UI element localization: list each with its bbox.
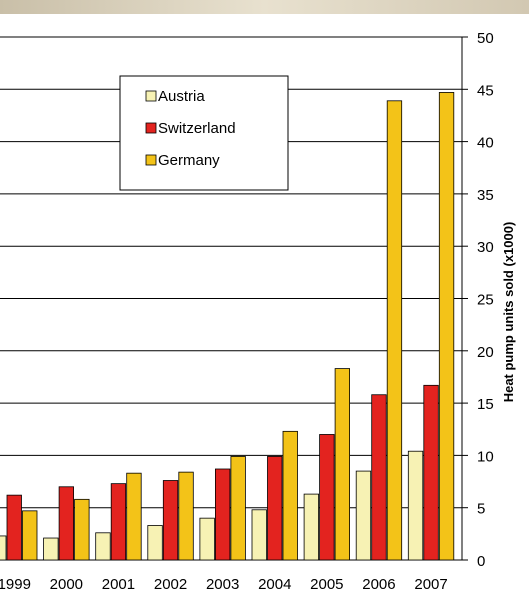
y-tick-label: 5 <box>477 501 485 518</box>
y-tick-label: 10 <box>477 448 494 465</box>
bar-austria-2000 <box>43 537 59 561</box>
x-tick-label: 2004 <box>258 576 291 593</box>
bar-germany-2000 <box>74 498 90 561</box>
bar-austria-2001 <box>95 532 111 561</box>
bar-austria-2006 <box>355 470 372 561</box>
bar-germany-2004 <box>282 430 298 561</box>
legend: Austria Switzerland Germany <box>119 75 289 191</box>
legend-label-germany: Germany <box>158 152 220 169</box>
y-tick-label: 25 <box>477 292 494 309</box>
bars <box>0 92 455 561</box>
x-tick-labels: 1999 2000 2001 2002 2003 2004 2005 2006 2007 <box>0 576 448 593</box>
x-tick-label: 2005 <box>310 576 343 593</box>
y-tick-label: 40 <box>477 135 494 152</box>
y-tick-label: 45 <box>477 82 494 99</box>
x-tick-label: 2006 <box>362 576 395 593</box>
x-tick-label: 2001 <box>102 576 135 593</box>
x-tick-label: 2007 <box>414 576 447 593</box>
bar-germany-2007 <box>438 92 455 561</box>
bar-austria-1999 <box>0 535 7 561</box>
bar-germany-2002 <box>178 471 194 561</box>
bar-germany-2006 <box>386 100 403 561</box>
bar-austria-2005 <box>303 493 320 561</box>
bar-germany-1999 <box>22 510 38 561</box>
bar-austria-2002 <box>147 525 163 561</box>
y-axis-title: Heat pump units sold (x1000) <box>501 222 516 403</box>
bar-germany-2003 <box>230 456 246 561</box>
legend-swatch-austria <box>145 90 157 102</box>
y-tick-labels: 0 5 10 15 20 25 30 35 40 45 50 <box>477 30 494 570</box>
bar-switzerland-2004 <box>267 456 283 561</box>
bar-switzerland-2001 <box>110 483 127 561</box>
bar-switzerland-2002 <box>162 480 179 561</box>
legend-label-austria: Austria <box>158 88 205 105</box>
bar-germany-2001 <box>126 472 142 561</box>
y-tick-label: 30 <box>477 239 494 256</box>
bar-austria-2007 <box>407 450 424 561</box>
y-tick-label: 15 <box>477 396 494 413</box>
y-tick-label: 35 <box>477 187 494 204</box>
bar-germany-2005 <box>334 368 351 561</box>
bar-switzerland-2006 <box>371 394 387 561</box>
bar-switzerland-2005 <box>319 434 335 561</box>
x-tick-label: 1999 <box>0 576 31 593</box>
legend-swatch-germany <box>145 154 157 166</box>
x-tick-label: 2000 <box>50 576 83 593</box>
bar-switzerland-2007 <box>423 384 439 561</box>
bar-switzerland-2000 <box>58 486 74 561</box>
bar-switzerland-1999 <box>6 494 22 561</box>
legend-label-switzerland: Switzerland <box>158 120 236 137</box>
x-tick-label: 2003 <box>206 576 239 593</box>
x-tick-label: 2002 <box>154 576 187 593</box>
bar-austria-2004 <box>251 509 267 561</box>
bar-austria-2003 <box>199 517 215 561</box>
y-tick-label: 0 <box>477 553 485 570</box>
top-banner <box>0 0 529 14</box>
y-tick-label: 50 <box>477 30 494 47</box>
axes <box>461 36 468 561</box>
bar-switzerland-2003 <box>214 468 231 561</box>
y-tick-label: 20 <box>477 344 494 361</box>
legend-swatch-switzerland <box>145 122 157 134</box>
